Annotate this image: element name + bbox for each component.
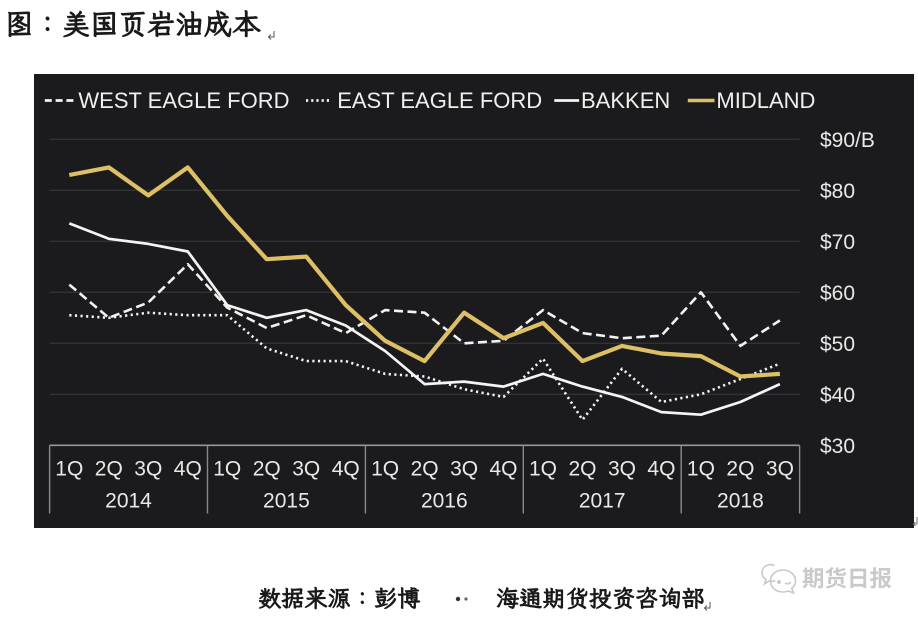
svg-text:MIDLAND: MIDLAND (716, 88, 815, 113)
svg-text:2015: 2015 (263, 490, 310, 513)
svg-text:$30: $30 (820, 435, 855, 458)
svg-text:$60: $60 (820, 282, 855, 305)
svg-text:2Q: 2Q (411, 458, 439, 481)
svg-text:2017: 2017 (579, 490, 626, 513)
svg-text:$90/B: $90/B (820, 129, 875, 152)
svg-text:1Q: 1Q (529, 458, 557, 481)
svg-text:EAST EAGLE FORD: EAST EAGLE FORD (337, 88, 542, 113)
svg-text:2016: 2016 (421, 490, 468, 513)
svg-text:2018: 2018 (717, 490, 764, 513)
svg-text:1Q: 1Q (371, 458, 399, 481)
svg-text:$80: $80 (820, 180, 855, 203)
svg-text:$70: $70 (820, 231, 855, 254)
svg-text:3Q: 3Q (450, 458, 478, 481)
svg-text:3Q: 3Q (134, 458, 162, 481)
svg-text:1Q: 1Q (687, 458, 715, 481)
svg-text:2Q: 2Q (726, 458, 754, 481)
svg-text:2Q: 2Q (253, 458, 281, 481)
svg-text:3Q: 3Q (608, 458, 636, 481)
svg-text:4Q: 4Q (174, 458, 202, 481)
svg-text:1Q: 1Q (213, 458, 241, 481)
svg-text:WEST EAGLE FORD: WEST EAGLE FORD (78, 88, 289, 113)
svg-text:$40: $40 (820, 384, 855, 407)
svg-text:$50: $50 (820, 333, 855, 356)
svg-text:2Q: 2Q (568, 458, 596, 481)
svg-text:3Q: 3Q (292, 458, 320, 481)
svg-text:3Q: 3Q (766, 458, 794, 481)
svg-text:1Q: 1Q (55, 458, 83, 481)
svg-text:4Q: 4Q (332, 458, 360, 481)
svg-text:4Q: 4Q (647, 458, 675, 481)
svg-text:2Q: 2Q (95, 458, 123, 481)
svg-text:4Q: 4Q (489, 458, 517, 481)
svg-text:2014: 2014 (105, 490, 152, 513)
svg-text:BAKKEN: BAKKEN (581, 88, 670, 113)
